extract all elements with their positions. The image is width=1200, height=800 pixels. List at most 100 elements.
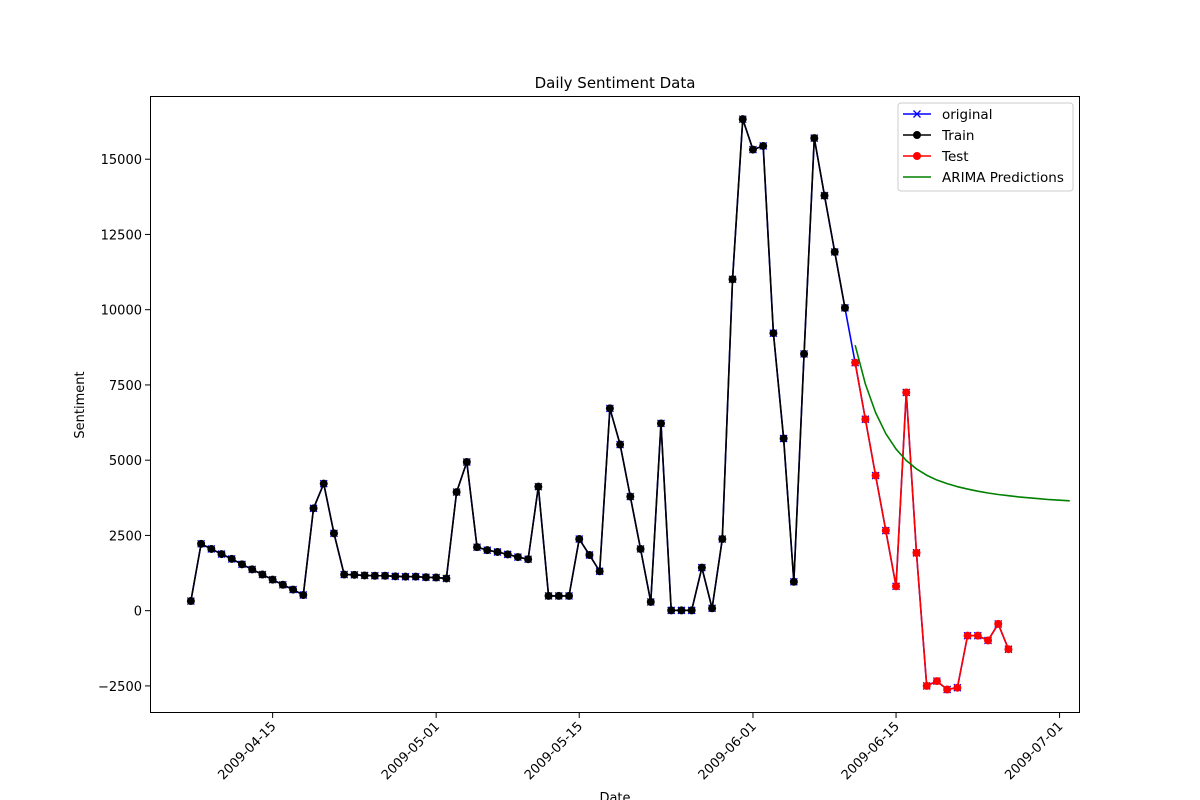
train-point	[840, 303, 849, 312]
train-point	[697, 563, 706, 572]
train-point	[268, 575, 277, 584]
train-point	[759, 141, 768, 150]
plot-frame	[150, 96, 1080, 713]
y-tick-label: 10000	[101, 304, 142, 319]
train-point	[830, 247, 839, 256]
train-point	[278, 580, 287, 589]
train-point	[748, 145, 757, 154]
train-point	[411, 572, 420, 581]
train-point	[452, 488, 461, 497]
train-point	[800, 349, 809, 358]
legend: original Train Test ARIMA Predictions	[897, 102, 1074, 192]
y-tick-label: 15000	[101, 153, 142, 168]
train-point	[646, 597, 655, 606]
y-tick-label: 2500	[109, 529, 142, 544]
train-point	[207, 544, 216, 553]
test-point	[994, 619, 1003, 628]
train-point	[810, 134, 819, 143]
series-train	[186, 115, 849, 615]
train-point	[718, 535, 727, 544]
series-arima-predictions	[854, 345, 1070, 502]
train-point	[554, 591, 563, 600]
train-point	[421, 573, 430, 582]
y-axis: −2500 0 2500 5000 7500 10000 12500 15000	[98, 153, 150, 695]
train-point	[432, 573, 441, 582]
train-point	[186, 597, 195, 606]
train-point	[299, 591, 308, 600]
legend-box	[897, 102, 1074, 192]
train-point	[789, 577, 798, 586]
train-point	[667, 606, 676, 615]
legend-label-arima-predictions: ARIMA Predictions	[942, 170, 1064, 186]
legend-marker-test	[913, 152, 921, 160]
test-point	[973, 631, 982, 640]
train-point	[565, 591, 574, 600]
y-tick-label: 5000	[109, 454, 142, 469]
series-test	[851, 358, 1013, 694]
train-point	[677, 606, 686, 615]
test-line	[854, 362, 1010, 691]
test-point	[902, 388, 911, 397]
train-point	[370, 571, 379, 580]
test-point	[922, 681, 931, 690]
test-point	[932, 677, 941, 686]
arima-predictions-line	[854, 345, 1070, 502]
train-point	[350, 570, 359, 579]
train-point	[309, 504, 318, 513]
train-point	[227, 554, 236, 563]
train-point	[728, 275, 737, 284]
y-tick-label: 12500	[101, 228, 142, 243]
train-point	[319, 479, 328, 488]
train-point	[687, 606, 696, 615]
test-point	[963, 631, 972, 640]
train-point	[483, 546, 492, 555]
test-point	[1004, 645, 1013, 654]
train-point	[401, 572, 410, 581]
test-point	[953, 683, 962, 692]
train-point	[289, 585, 298, 594]
train-point	[605, 404, 614, 413]
legend-marker-train	[913, 131, 921, 139]
train-point	[248, 565, 257, 574]
train-point	[197, 539, 206, 548]
test-point	[984, 636, 993, 645]
test-point	[861, 415, 870, 424]
legend-label-original: original	[942, 107, 992, 123]
test-point	[881, 526, 890, 535]
train-point	[462, 457, 471, 466]
test-point	[892, 582, 901, 591]
y-tick-label: 7500	[109, 379, 142, 394]
test-point	[943, 685, 952, 694]
train-point	[391, 572, 400, 581]
legend-marker-original	[913, 110, 921, 118]
train-point	[381, 571, 390, 580]
train-point	[820, 191, 829, 200]
train-point	[524, 555, 533, 564]
y-tick-label: −2500	[98, 680, 142, 695]
train-point	[473, 543, 482, 552]
train-point	[513, 553, 522, 562]
train-point	[442, 574, 451, 583]
train-point	[708, 604, 717, 613]
train-point	[544, 591, 553, 600]
train-point	[626, 492, 635, 501]
train-point	[534, 482, 543, 491]
train-point	[258, 570, 267, 579]
train-point	[360, 571, 369, 580]
train-point	[340, 570, 349, 579]
legend-label-test: Test	[941, 149, 969, 165]
y-axis-label: Sentiment	[73, 371, 88, 438]
test-point	[871, 471, 880, 480]
test-point	[912, 548, 921, 557]
train-point	[329, 529, 338, 538]
chart-title: Daily Sentiment Data	[535, 74, 696, 92]
y-tick-label: 0	[134, 605, 142, 620]
test-point	[851, 358, 860, 367]
train-point	[616, 440, 625, 449]
train-point	[769, 329, 778, 338]
train-point	[217, 550, 226, 559]
train-point	[585, 550, 594, 559]
legend-label-train: Train	[941, 128, 974, 144]
train-point	[493, 547, 502, 556]
